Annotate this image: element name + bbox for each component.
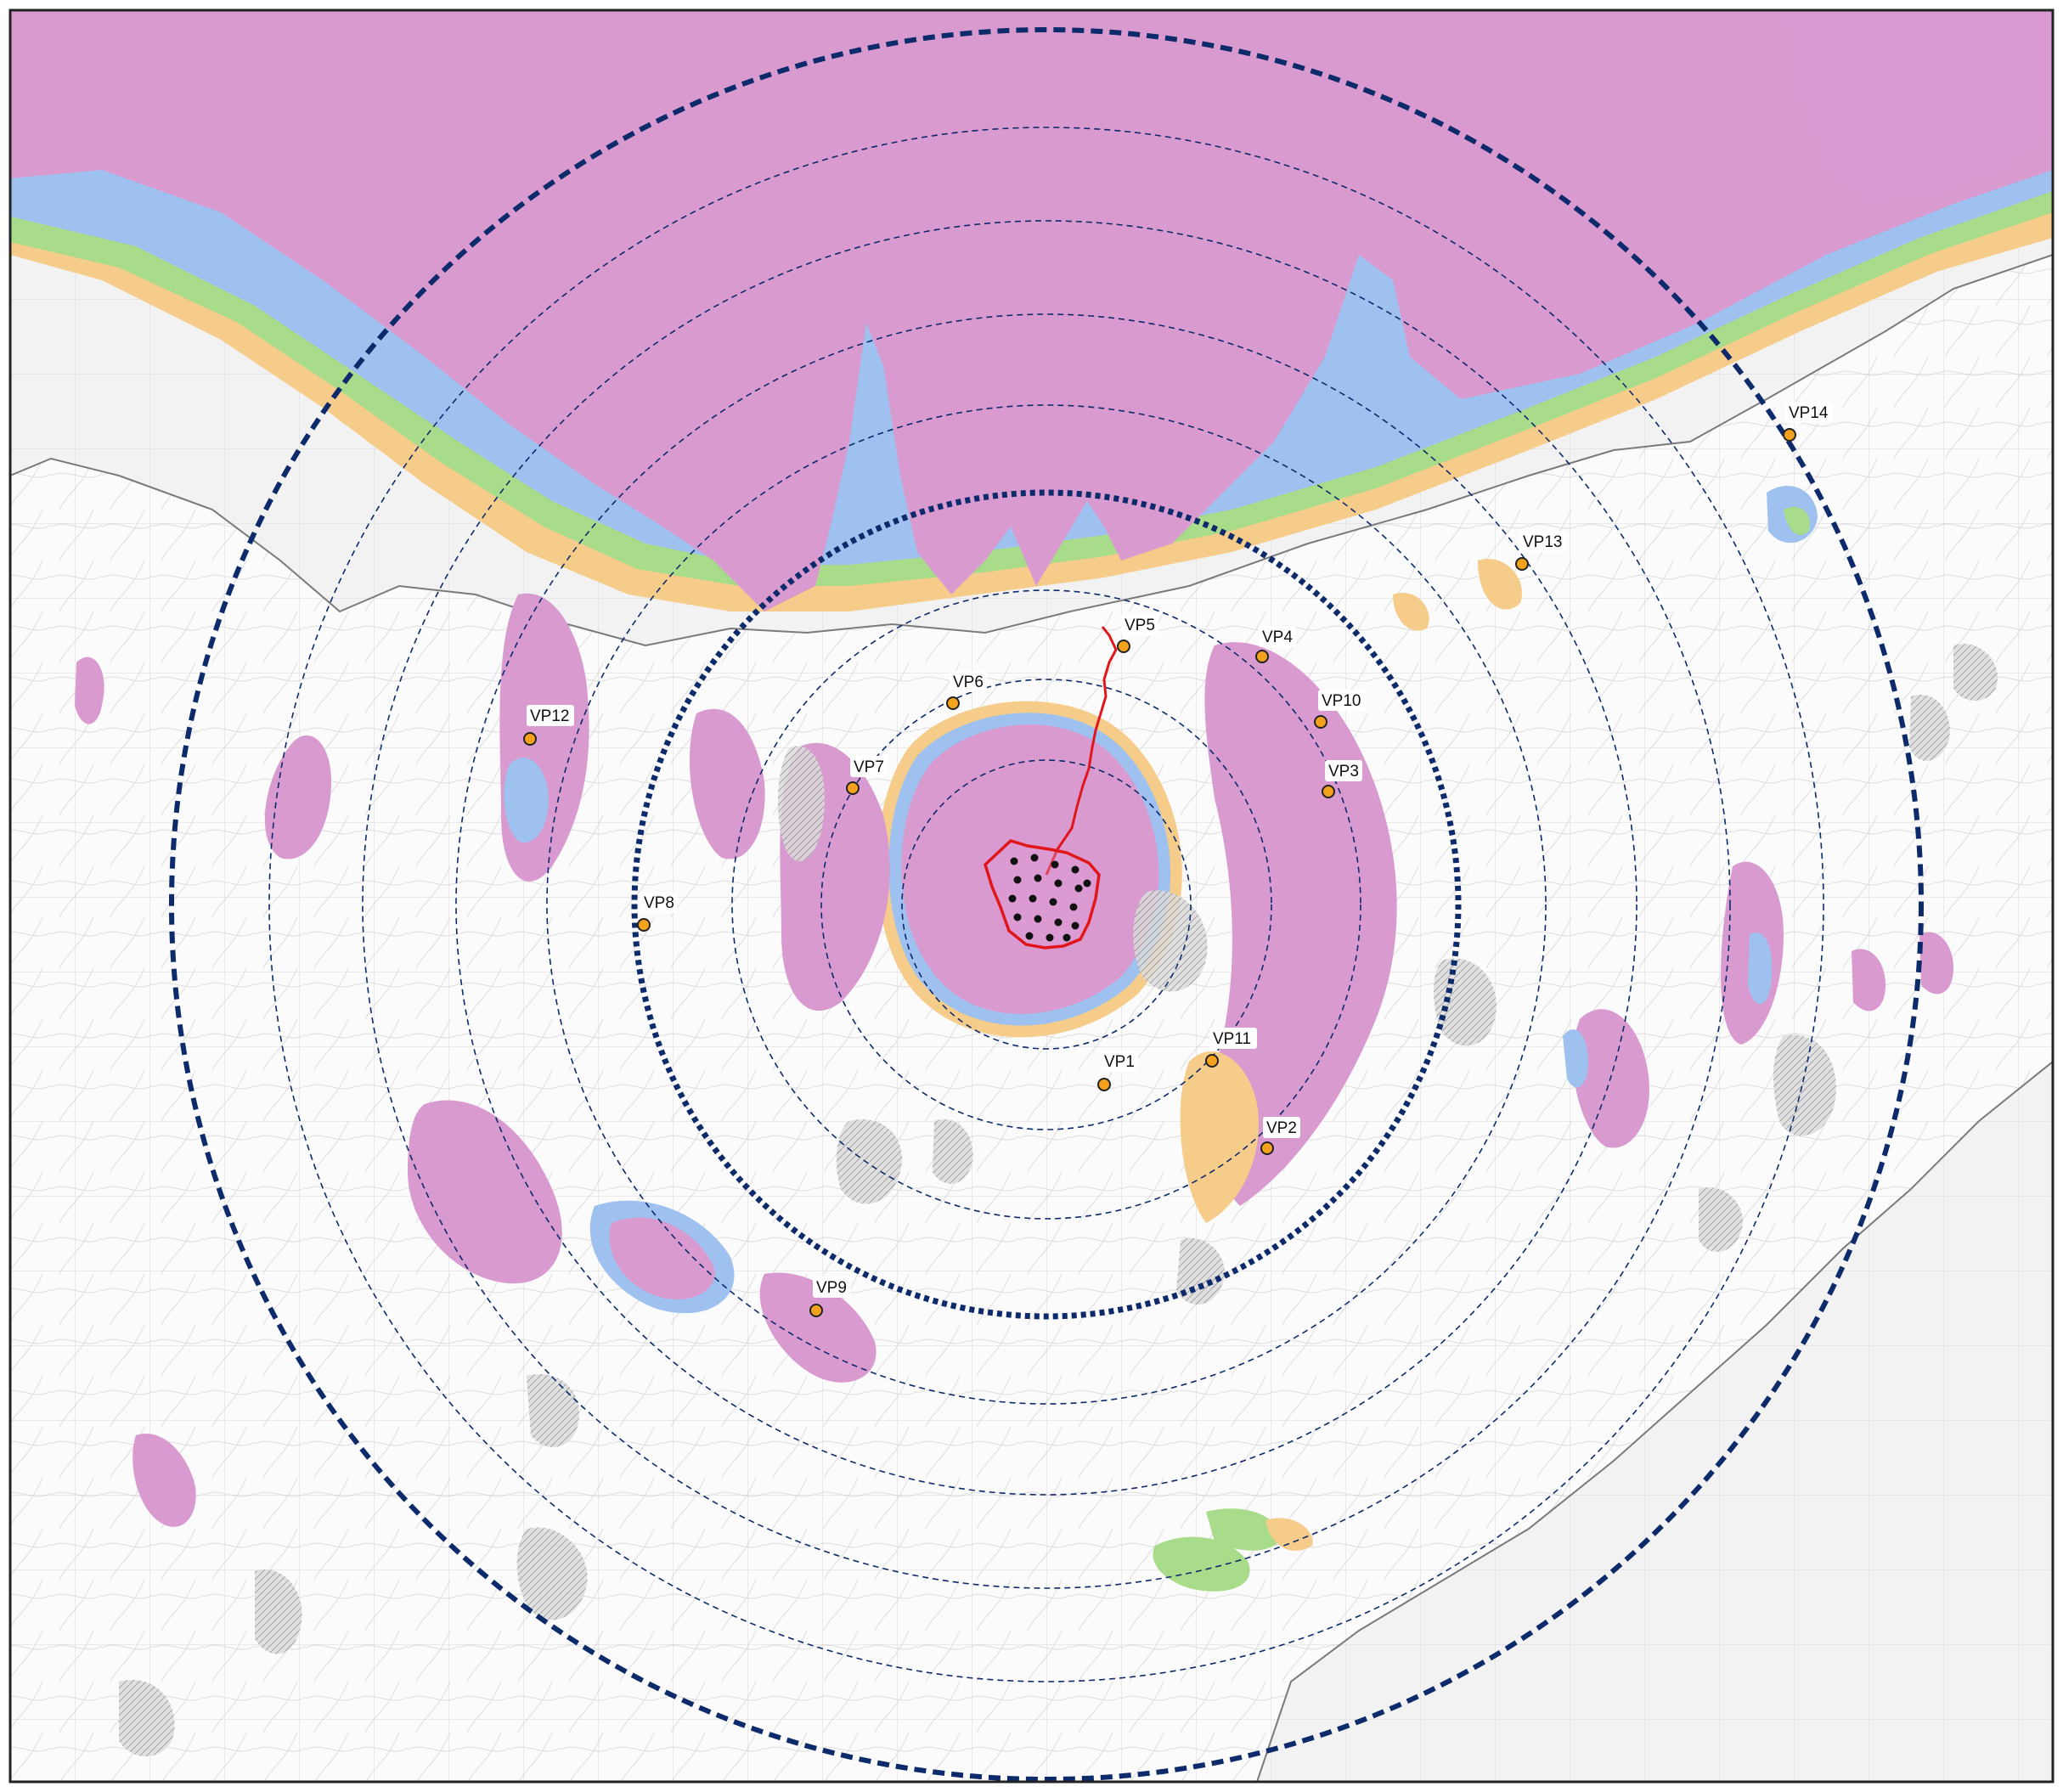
viewpoint-vp8: VP8 <box>637 892 678 932</box>
site-boundary <box>984 626 1118 950</box>
viewpoint-marker <box>1783 428 1796 442</box>
radius-ring-8 <box>268 127 1824 1682</box>
viewpoint-marker <box>809 1304 823 1317</box>
coastline <box>10 254 2053 1782</box>
viewpoint-label: VP9 <box>816 1279 847 1297</box>
radius-ring-4-bold <box>631 489 1462 1320</box>
viewpoint-vp9: VP9 <box>809 1276 850 1317</box>
radius-ring-2 <box>820 679 1272 1130</box>
woodland-areas <box>119 644 1998 1757</box>
map-frame <box>8 8 2055 1784</box>
viewpoint-marker <box>846 781 860 795</box>
viewpoint-vp10: VP10 <box>1314 690 1366 729</box>
viewpoint-marker <box>1515 557 1529 571</box>
viewpoint-vp11: VP11 <box>1205 1028 1257 1068</box>
viewpoints: VP1 VP2 VP3 VP4 VP5 VP6 <box>523 402 1833 1317</box>
viewpoint-label: VP5 <box>1125 617 1155 634</box>
viewpoint-vp5: VP5 <box>1117 614 1158 653</box>
radius-ring-6 <box>455 313 1637 1496</box>
viewpoint-label: VP7 <box>854 758 884 776</box>
viewpoint-vp14: VP14 <box>1783 402 1833 442</box>
viewpoint-label: VP1 <box>1104 1053 1135 1071</box>
viewpoint-label: VP2 <box>1266 1119 1297 1137</box>
radius-ring-3 <box>731 589 1361 1220</box>
viewpoint-vp6: VP6 <box>946 671 987 710</box>
site-boundary-outline <box>984 839 1101 950</box>
viewpoint-marker <box>1322 785 1335 798</box>
visibility-sea-strip-north <box>1784 10 2053 204</box>
viewpoint-marker <box>1314 715 1327 729</box>
viewpoint-marker <box>1117 640 1130 653</box>
viewpoint-marker <box>1205 1054 1219 1068</box>
viewpoint-vp13: VP13 <box>1515 531 1567 571</box>
viewpoint-marker <box>1255 650 1269 663</box>
viewpoint-marker <box>523 732 537 746</box>
viewpoint-marker <box>1260 1141 1274 1155</box>
viewpoint-vp7: VP7 <box>846 756 888 795</box>
viewpoint-marker <box>637 918 651 932</box>
turbine-markers <box>1008 854 1091 942</box>
viewpoint-marker <box>1097 1078 1111 1091</box>
viewpoint-label: VP12 <box>530 707 569 725</box>
viewpoint-label: VP6 <box>953 673 984 691</box>
viewpoint-label: VP11 <box>1213 1030 1251 1048</box>
viewpoint-vp3: VP3 <box>1322 760 1362 798</box>
viewpoint-vp2: VP2 <box>1260 1117 1300 1155</box>
viewpoint-vp4: VP4 <box>1255 626 1296 663</box>
viewpoint-label: VP8 <box>644 894 674 912</box>
radius-ring-1 <box>901 759 1192 1050</box>
radius-ring-7 <box>362 220 1731 1589</box>
viewpoint-vp12: VP12 <box>523 705 574 746</box>
radius-ring-5 <box>546 404 1547 1405</box>
visibility-band-high-sea <box>10 10 2053 611</box>
visibility-patches-inland <box>75 485 1953 1592</box>
viewpoint-label: VP4 <box>1262 628 1293 646</box>
radius-rings <box>169 27 1924 1782</box>
viewpoint-marker <box>946 696 960 710</box>
viewpoint-vp1: VP1 <box>1097 1051 1138 1091</box>
radius-ring-9-outer <box>169 27 1924 1782</box>
viewpoint-label: VP14 <box>1789 404 1829 422</box>
viewpoint-label: VP10 <box>1322 692 1361 710</box>
viewpoint-label: VP13 <box>1523 533 1562 551</box>
viewpoint-label: VP3 <box>1328 763 1359 780</box>
cable-route-line <box>1045 626 1118 876</box>
